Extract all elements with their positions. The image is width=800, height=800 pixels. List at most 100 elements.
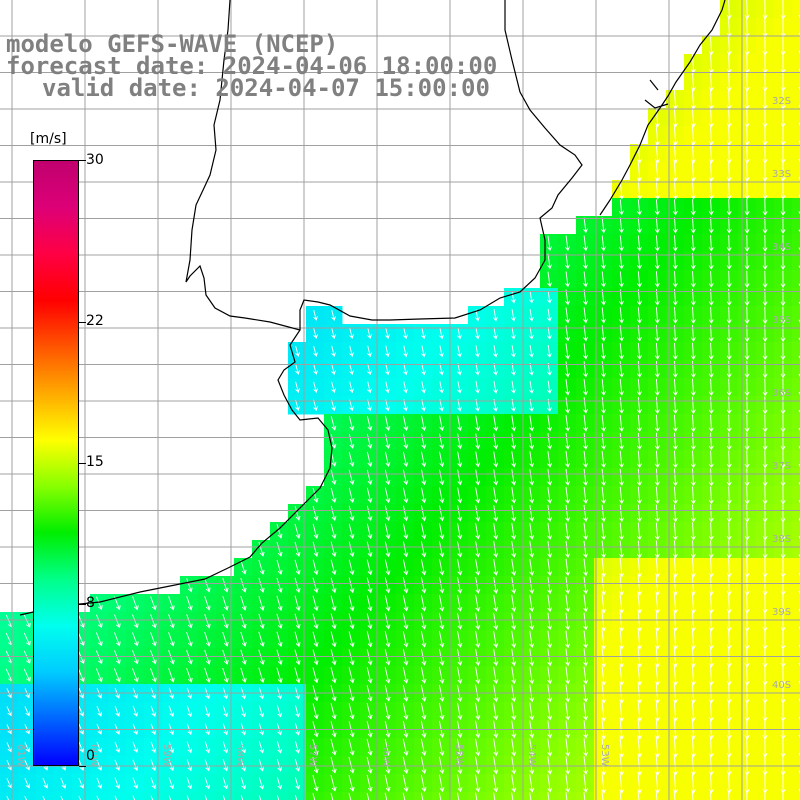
wind-arrow [457, 505, 463, 522]
wind-arrow [583, 361, 589, 378]
wind-arrow [384, 792, 388, 800]
wind-speed-cell [792, 108, 800, 127]
latitude-label: 38S [772, 534, 791, 545]
wind-arrow [726, 0, 732, 20]
wind-arrow [366, 577, 373, 594]
wind-arrow [565, 379, 571, 396]
wind-arrow [565, 253, 571, 270]
wind-arrow [457, 415, 463, 432]
wind-speed-cell [720, 792, 739, 800]
wind-arrow [312, 631, 319, 648]
wind-arrow [708, 161, 714, 182]
wind-speed-cell [792, 36, 800, 55]
wind-arrow [744, 360, 750, 379]
forecast-date: forecast date: 2024-04-06 18:00:00 [6, 52, 498, 80]
wind-arrow [457, 381, 462, 394]
wind-arrow [690, 486, 696, 505]
wind-arrow [726, 235, 732, 252]
wind-arrow [493, 559, 499, 576]
wind-arrow [132, 668, 139, 683]
wind-speed-cell [792, 612, 800, 631]
wind-arrow [780, 396, 786, 415]
wind-arrow [654, 271, 660, 288]
wind-arrow [511, 666, 517, 685]
wind-arrow [475, 451, 481, 468]
wind-arrow [583, 397, 589, 414]
wind-arrow [565, 469, 571, 486]
wind-arrow [348, 415, 355, 431]
wind-arrow [546, 327, 552, 340]
wind-arrow [457, 577, 463, 594]
wind-arrow [780, 342, 786, 361]
wind-arrow [690, 450, 696, 469]
wind-arrow [744, 611, 750, 632]
wind-speed-cell [306, 792, 325, 800]
wind-arrow [726, 593, 732, 614]
wind-arrow [420, 738, 427, 756]
wind-arrow [330, 541, 337, 558]
wind-arrow [529, 469, 535, 486]
wind-arrow [402, 469, 409, 486]
wind-arrow [529, 451, 535, 468]
wind-arrow [475, 630, 481, 648]
wind-arrow [636, 396, 642, 414]
wind-arrow [294, 794, 298, 800]
longitude-label: 54W [526, 744, 537, 767]
wind-arrow [420, 577, 427, 594]
wind-arrow [601, 629, 607, 650]
wind-arrow [547, 738, 553, 757]
wind-arrow [348, 595, 355, 612]
wind-arrow [780, 324, 786, 343]
valid-date: valid date: 2024-04-07 15:00:00 [42, 74, 490, 102]
wind-arrow [421, 345, 426, 358]
wind-arrow [780, 360, 786, 379]
wind-arrow [510, 381, 516, 394]
wind-arrow [511, 505, 517, 522]
wind-arrow [276, 759, 283, 772]
wind-arrow [565, 756, 571, 775]
wind-arrow [726, 522, 732, 541]
wind-arrow [764, 791, 766, 800]
wind-arrow [565, 235, 571, 252]
wind-arrow [132, 777, 139, 790]
longitude-label: 53W [599, 744, 610, 767]
wind-speed-cell [792, 90, 800, 109]
wind-speed-cell [792, 738, 800, 757]
wind-arrow [204, 631, 211, 647]
wind-arrow [708, 557, 714, 578]
wind-arrow [439, 559, 445, 576]
wind-arrow [349, 345, 354, 358]
wind-arrow [601, 701, 607, 722]
wind-arrow [420, 792, 424, 800]
wind-arrow [150, 614, 157, 629]
wind-arrow [511, 594, 517, 612]
longitude-label: 60W [88, 744, 99, 767]
wind-arrow [618, 361, 624, 378]
wind-speed-cell [792, 18, 800, 37]
wind-arrow [222, 595, 229, 611]
wind-arrow [672, 540, 678, 559]
wind-arrow [276, 741, 283, 754]
wind-arrow [583, 738, 589, 757]
wind-arrow [672, 143, 678, 164]
wind-arrow [708, 143, 714, 164]
wind-arrow [565, 307, 571, 324]
wind-arrow [493, 738, 499, 757]
wind-arrow [636, 235, 642, 252]
wind-arrow [726, 773, 732, 794]
wind-arrow [474, 327, 480, 340]
wind-arrow [726, 396, 732, 415]
wind-arrow [547, 540, 553, 558]
wind-arrow [510, 309, 516, 322]
wind-speed-cell [288, 792, 307, 800]
wind-arrow [384, 523, 391, 540]
wind-arrow [475, 595, 481, 612]
wind-arrow [690, 306, 696, 324]
wind-arrow [672, 773, 678, 794]
wind-arrow [150, 596, 157, 611]
wind-arrow [204, 596, 211, 611]
wind-arrow [439, 345, 444, 358]
wind-arrow [654, 378, 660, 396]
wind-arrow [636, 253, 642, 270]
wind-arrow [402, 415, 409, 431]
